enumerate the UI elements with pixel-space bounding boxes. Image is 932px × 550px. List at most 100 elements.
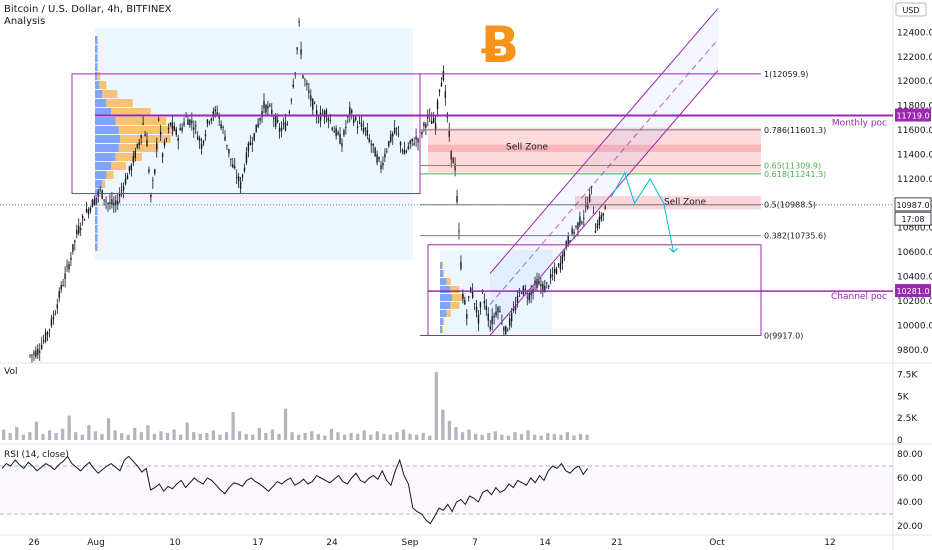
price-tick-label: 11400.0: [897, 150, 932, 160]
vp-bar-up: [95, 153, 116, 161]
candle-body: [477, 314, 480, 324]
vp-bar-down: [97, 207, 98, 215]
candle-body: [329, 120, 331, 122]
price-label-box: [894, 211, 932, 226]
candle-body: [83, 219, 86, 221]
candle-body: [390, 134, 392, 142]
volume-bar: [578, 433, 583, 440]
candle-body: [76, 229, 78, 235]
rsi-title: RSI (14, close): [4, 450, 69, 460]
candle-body: [163, 141, 166, 146]
candle-body: [134, 150, 136, 159]
volume-bar: [270, 429, 275, 440]
candle-body: [360, 123, 363, 127]
fib-level-label: 0(9917.0): [764, 332, 803, 341]
time-tick-label: 17: [252, 538, 263, 548]
volume-bar: [172, 429, 176, 440]
time-axis[interactable]: 26 Aug 10 17 24 Sep 7 14 21 Oct 12: [28, 538, 835, 548]
volume-title: Vol: [4, 367, 17, 377]
candle-body: [210, 118, 213, 121]
candle-body: [306, 83, 308, 86]
volume-bar: [513, 432, 517, 440]
candle-body: [282, 123, 285, 125]
vp-bar-up: [440, 270, 443, 277]
vp-bar-up: [95, 144, 119, 152]
candle-body: [132, 156, 135, 163]
candle-body: [54, 313, 57, 315]
volume-bar: [28, 432, 32, 440]
candle-body: [333, 131, 335, 133]
candle-body: [315, 110, 318, 116]
candle-body: [113, 202, 115, 206]
candle-body: [175, 128, 177, 135]
candle-body: [42, 340, 45, 342]
candle-body: [409, 140, 411, 144]
price-label-box: [894, 197, 932, 212]
candle-body: [294, 72, 296, 74]
volume-bar: [369, 434, 373, 440]
vp-bar-down: [106, 171, 114, 179]
candle-body: [126, 175, 129, 180]
candle-body: [198, 138, 201, 141]
currency-label: USD: [902, 6, 919, 15]
volume-bar: [8, 433, 12, 440]
volume-bar: [283, 408, 288, 440]
vp-bar-up: [95, 63, 97, 71]
volume-bars: Vol 7.5K 5K 2.5K 0: [2, 367, 918, 446]
price-tick-label: 10200.0: [897, 297, 932, 307]
candle-body: [370, 143, 372, 145]
candle-body: [431, 120, 433, 124]
price-label: 11719.0: [895, 108, 931, 122]
vp-bar-up: [95, 216, 97, 224]
candle-body: [284, 122, 287, 131]
price-tick-label: 11800.0: [897, 102, 932, 112]
vp-bar-up: [95, 54, 97, 62]
candle-body: [485, 305, 487, 310]
candle-body: [542, 283, 544, 292]
fib-level-label: 1(12059.9): [764, 70, 808, 79]
candle-body: [323, 110, 326, 118]
vp-bar-down: [442, 318, 445, 325]
candle-body: [181, 127, 183, 131]
candle-body: [561, 254, 564, 264]
currency-box[interactable]: [895, 2, 927, 17]
volume-tick-label: 2.5K: [897, 414, 918, 424]
vp-bar-down: [102, 180, 106, 188]
sell-zone-2: [575, 195, 761, 210]
candle-body: [195, 125, 197, 127]
candle-body: [197, 136, 199, 140]
volume-bar: [185, 422, 189, 440]
volume-bar: [21, 434, 25, 440]
vp-bar-up: [95, 180, 103, 188]
volume-bar: [421, 433, 425, 440]
price-axis[interactable]: 12400.0 12200.0 12000.0 11800.0 11600.0 11400…: [895, 2, 932, 356]
candle-body: [191, 120, 193, 124]
candle-body: [540, 284, 542, 287]
candle-body: [376, 154, 378, 163]
candle-body: [74, 240, 76, 243]
candle-body: [269, 105, 271, 106]
range-box-august: [71, 73, 421, 195]
candle-body: [189, 119, 191, 126]
candle-body: [395, 127, 398, 129]
time-tick-label: 14: [539, 538, 551, 548]
vp-bar-up: [95, 189, 100, 197]
volume-bar: [34, 421, 39, 440]
candle-body: [314, 103, 316, 105]
candle-body: [105, 200, 107, 202]
vp-bar-up: [440, 294, 452, 301]
price-label-text: 10281.0: [896, 287, 929, 296]
candle-body: [68, 263, 70, 270]
volume-bar: [375, 431, 379, 440]
symbol-title[interactable]: Bitcoin / U.S. Dollar, 4h, BITFINEX: [4, 4, 172, 15]
price-candles: [29, 17, 606, 363]
candle-body: [378, 157, 380, 160]
candle-body: [101, 189, 103, 199]
candle-body: [438, 90, 441, 93]
channel-mid: [489, 39, 719, 305]
candle-body: [524, 288, 526, 291]
vp-bar-down: [99, 189, 101, 197]
candle-body: [546, 282, 548, 284]
vp-bar-up: [95, 117, 116, 125]
